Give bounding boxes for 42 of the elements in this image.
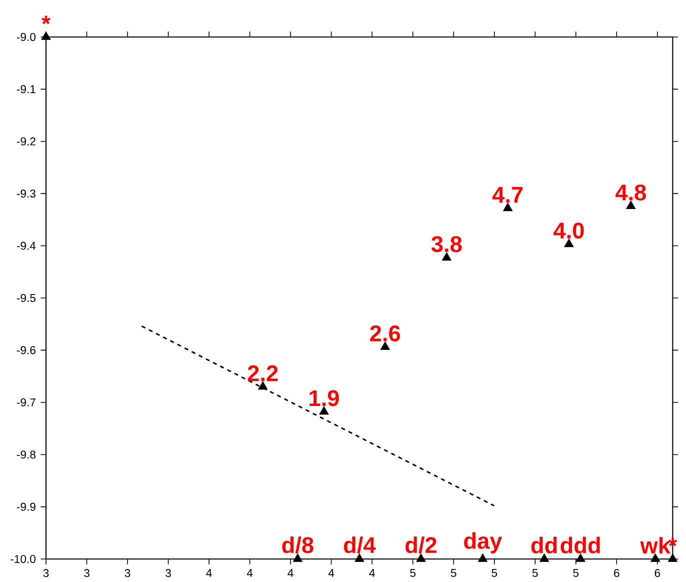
annotation: ddd bbox=[560, 537, 600, 554]
y-tick-label: -9.1 bbox=[16, 85, 36, 94]
x-tick-label: 5 bbox=[532, 569, 538, 578]
y-tick-label: -9.0 bbox=[16, 33, 36, 42]
annotation: 3.8 bbox=[431, 236, 462, 252]
x-tick-label: 6 bbox=[614, 569, 620, 578]
x-tick-label: 4 bbox=[369, 569, 375, 578]
y-tick-label: -9.7 bbox=[16, 398, 36, 407]
y-tick-label: -9.5 bbox=[16, 294, 36, 302]
annotation: 2.2 bbox=[248, 366, 278, 382]
x-tick-label: 3 bbox=[124, 569, 130, 578]
annotation: day bbox=[464, 532, 502, 554]
annotation: d/2 bbox=[406, 536, 436, 554]
x-tick-label: 4 bbox=[246, 569, 253, 578]
y-tick-label: -9.6 bbox=[16, 346, 36, 354]
y-tick-label: -9.8 bbox=[16, 450, 36, 459]
x-tick-label: 4 bbox=[328, 569, 334, 578]
annotation: 4.8 bbox=[615, 184, 646, 201]
annotation: dd bbox=[531, 537, 557, 554]
y-tick-label: -9.3 bbox=[16, 190, 36, 198]
annotation: 4.0 bbox=[554, 222, 584, 239]
y-tick-label: -9.4 bbox=[16, 242, 36, 250]
y-tick-label: -9.2 bbox=[16, 138, 36, 146]
x-tick-label: 5 bbox=[410, 569, 416, 578]
y-tick-label: -10.0 bbox=[10, 555, 36, 564]
y-tick-label: -9.9 bbox=[16, 503, 36, 512]
x-tick-label: 4 bbox=[288, 569, 294, 578]
x-tick-label: 6 bbox=[654, 569, 660, 578]
x-tick-label: 5 bbox=[492, 569, 498, 578]
annotation: 2.6 bbox=[370, 326, 400, 342]
annotation: 4.7 bbox=[492, 187, 523, 203]
x-tick-label: 3 bbox=[43, 569, 49, 578]
annotation: wk bbox=[640, 537, 670, 554]
annotation: 1.9 bbox=[310, 390, 339, 406]
x-tick-label: 3 bbox=[166, 569, 171, 578]
annotation: d/4 bbox=[344, 536, 376, 554]
x-tick-label: 4 bbox=[206, 569, 212, 578]
annotation: * bbox=[42, 16, 50, 24]
x-tick-label: 5 bbox=[450, 569, 456, 578]
annotation: d/8 bbox=[282, 536, 314, 554]
x-tick-label: 3 bbox=[84, 569, 90, 578]
x-tick-label: 5 bbox=[573, 569, 579, 578]
